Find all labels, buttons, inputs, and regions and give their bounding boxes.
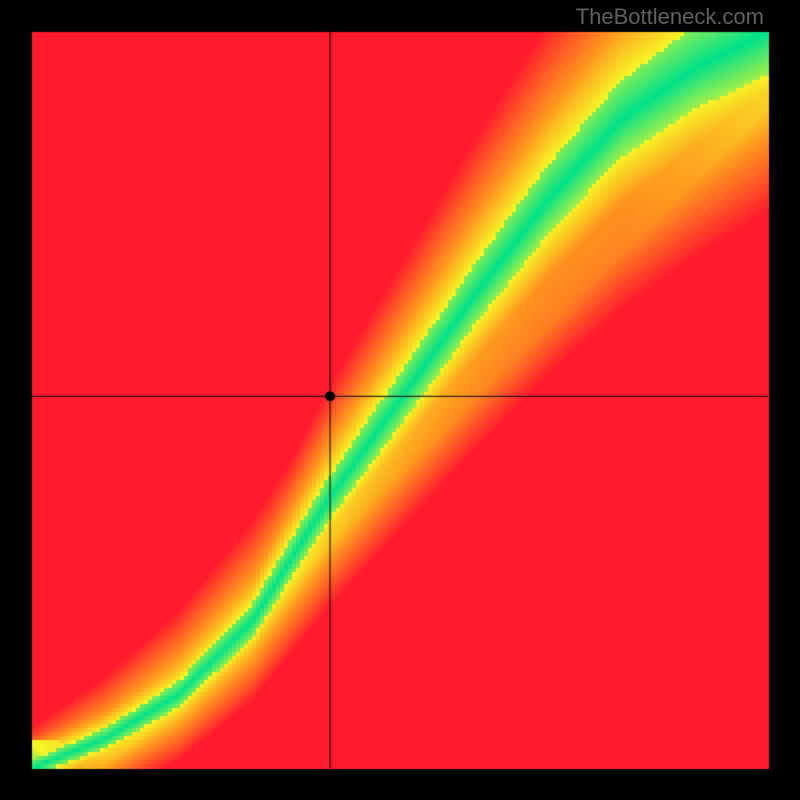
source-watermark: TheBottleneck.com bbox=[576, 4, 764, 30]
chart-container: TheBottleneck.com bbox=[0, 0, 800, 800]
bottleneck-heatmap-canvas bbox=[0, 0, 800, 800]
